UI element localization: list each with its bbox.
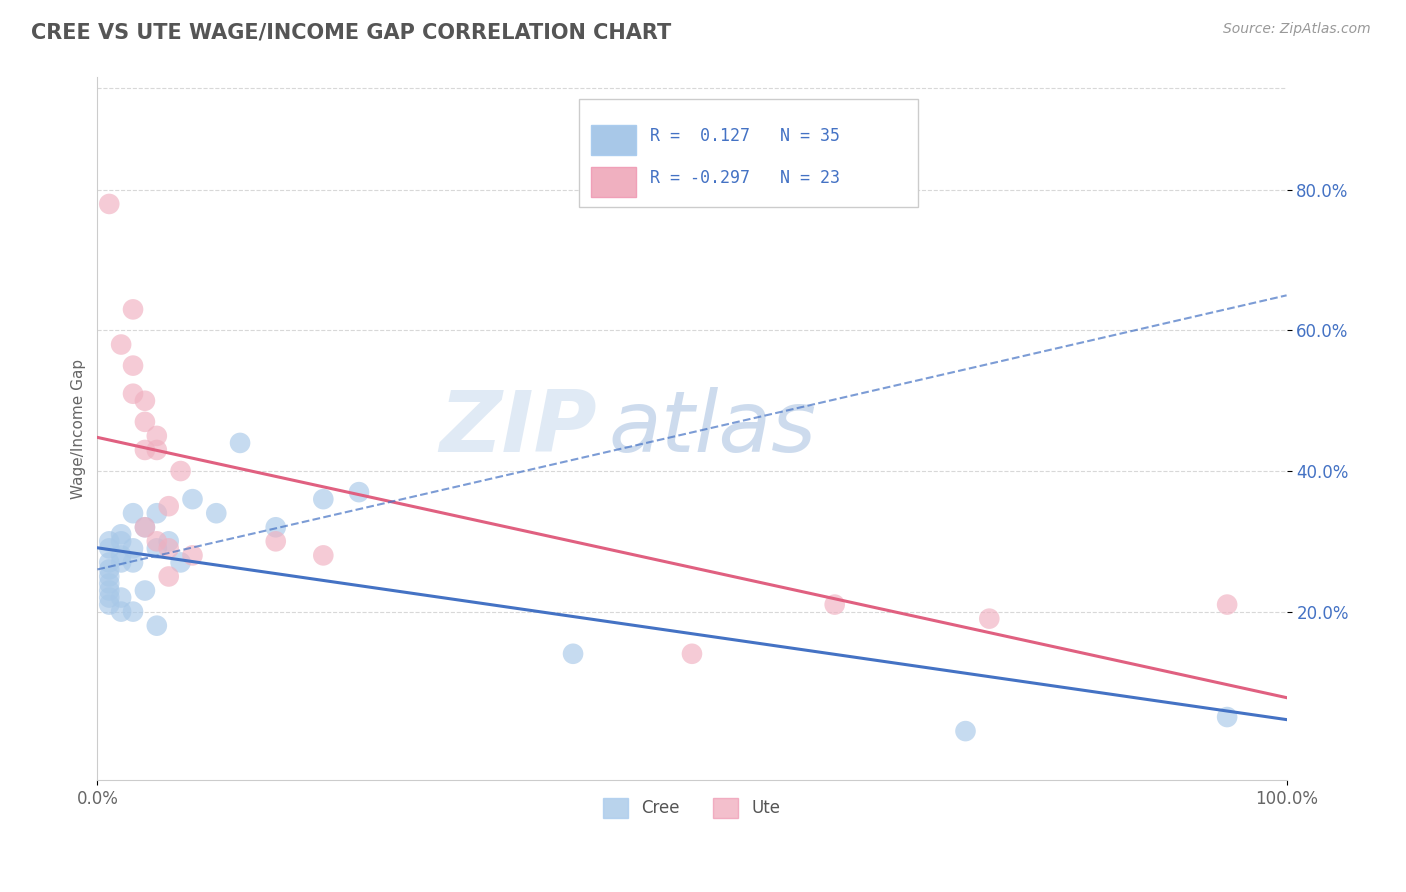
Point	[205, 506, 228, 520]
Point	[122, 605, 145, 619]
Point	[312, 492, 335, 507]
Point	[122, 541, 145, 556]
Point	[146, 506, 169, 520]
Point	[157, 541, 180, 556]
Point	[110, 605, 132, 619]
Point	[134, 415, 156, 429]
Point	[146, 541, 169, 556]
Point	[181, 549, 204, 563]
Point	[157, 569, 180, 583]
FancyBboxPatch shape	[579, 98, 918, 208]
Point	[955, 724, 977, 739]
FancyBboxPatch shape	[591, 168, 636, 197]
Point	[98, 569, 121, 583]
Point	[562, 647, 585, 661]
Point	[98, 583, 121, 598]
Point	[110, 337, 132, 351]
Point	[181, 492, 204, 507]
Point	[146, 618, 169, 632]
Point	[98, 576, 121, 591]
Legend: Cree, Ute: Cree, Ute	[596, 791, 787, 825]
Point	[134, 520, 156, 534]
Point	[98, 541, 121, 556]
Point	[264, 534, 287, 549]
Point	[98, 197, 121, 211]
Point	[347, 485, 370, 500]
Point	[134, 393, 156, 408]
Point	[229, 436, 252, 450]
Point	[157, 499, 180, 513]
Point	[979, 612, 1001, 626]
Text: ZIP: ZIP	[439, 387, 596, 470]
Point	[157, 534, 180, 549]
Point	[146, 534, 169, 549]
Text: atlas: atlas	[609, 387, 817, 470]
Point	[122, 386, 145, 401]
Point	[146, 429, 169, 443]
Point	[98, 556, 121, 570]
Point	[264, 520, 287, 534]
Point	[110, 591, 132, 605]
Text: CREE VS UTE WAGE/INCOME GAP CORRELATION CHART: CREE VS UTE WAGE/INCOME GAP CORRELATION …	[31, 22, 671, 42]
Point	[98, 598, 121, 612]
Point	[122, 556, 145, 570]
Point	[169, 556, 191, 570]
FancyBboxPatch shape	[591, 125, 636, 154]
Text: R = -0.297   N = 23: R = -0.297 N = 23	[651, 169, 841, 187]
Point	[312, 549, 335, 563]
Text: Source: ZipAtlas.com: Source: ZipAtlas.com	[1223, 22, 1371, 37]
Point	[1216, 598, 1239, 612]
Point	[98, 562, 121, 576]
Point	[169, 464, 191, 478]
Point	[110, 534, 132, 549]
Point	[1216, 710, 1239, 724]
Point	[110, 527, 132, 541]
Point	[98, 591, 121, 605]
Point	[122, 302, 145, 317]
Point	[110, 549, 132, 563]
Y-axis label: Wage/Income Gap: Wage/Income Gap	[72, 359, 86, 499]
Point	[134, 442, 156, 457]
Point	[824, 598, 846, 612]
Point	[122, 506, 145, 520]
Text: R =  0.127   N = 35: R = 0.127 N = 35	[651, 127, 841, 145]
Point	[122, 359, 145, 373]
Point	[146, 442, 169, 457]
Point	[98, 534, 121, 549]
Point	[681, 647, 703, 661]
Point	[110, 556, 132, 570]
Point	[134, 520, 156, 534]
Point	[134, 583, 156, 598]
